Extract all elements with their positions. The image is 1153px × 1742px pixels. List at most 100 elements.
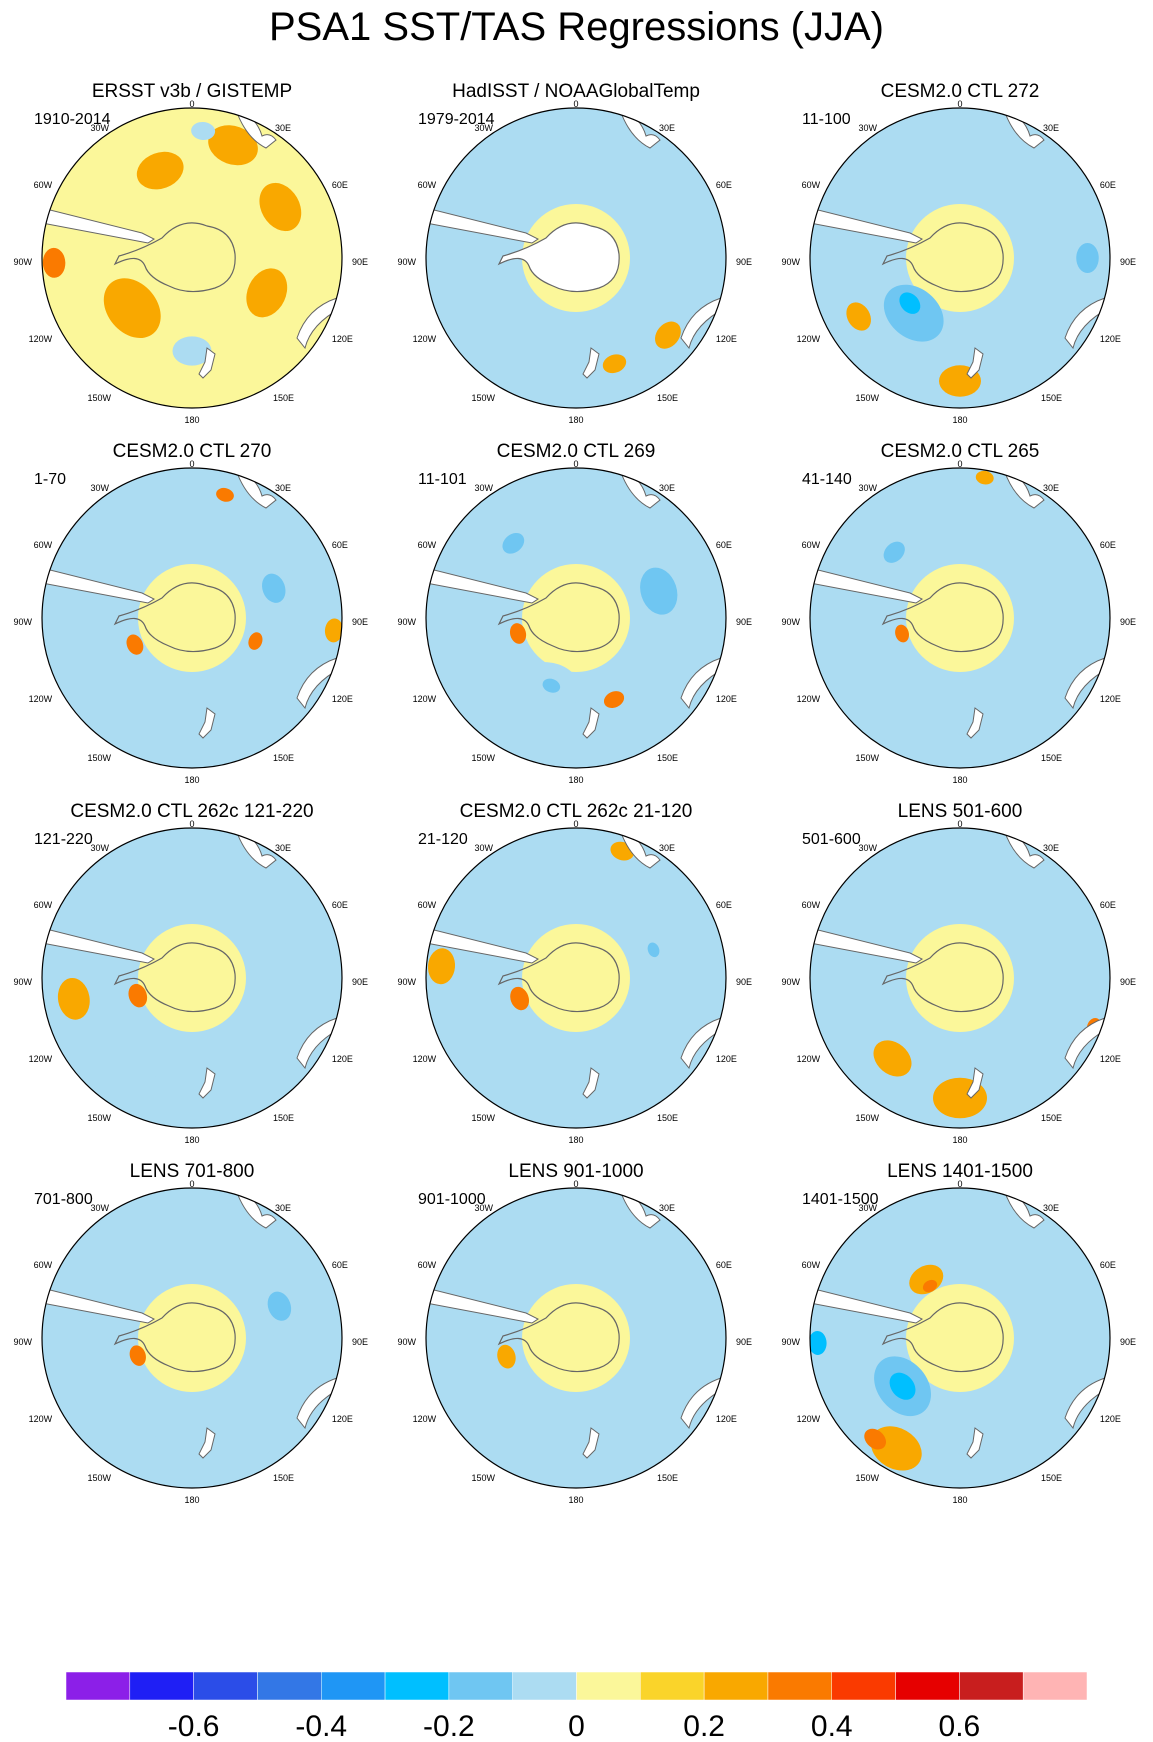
anomaly-patch	[57, 977, 90, 1020]
longitude-label: 30W	[474, 123, 493, 133]
longitude-label: 60E	[1100, 180, 1116, 190]
south-america-coastline	[810, 927, 923, 964]
longitude-label: 30W	[474, 843, 493, 853]
south-america-coastline	[42, 927, 155, 964]
map-panel: 0 30E 60E 90E 120E 150E 180 150W 120W 90W 60W 30W CE…	[768, 440, 1152, 835]
colorbar-swatch	[257, 1671, 322, 1701]
longitude-label: 90E	[736, 257, 752, 267]
colorbar-swatch	[1022, 1671, 1088, 1701]
longitude-label: 150E	[657, 393, 678, 403]
map-panel: 0 30E 60E 90E 120E 150E 180 150W 120W 90W 60W 30W CE…	[384, 800, 768, 1195]
longitude-label: 0	[573, 819, 578, 829]
colorbar: -0.6 -0.4 -0.2 0 0.2 0.4 0.6	[65, 1671, 1088, 1742]
longitude-label: 150E	[273, 393, 294, 403]
longitude-label: 120E	[332, 1054, 353, 1064]
polar-ring-field	[138, 924, 246, 1032]
new-zealand-coastline	[582, 347, 600, 379]
longitude-label: 120W	[413, 694, 437, 704]
new-zealand-coastline	[966, 347, 984, 379]
panel-period: 501-600	[802, 831, 861, 848]
longitude-label: 90W	[13, 257, 32, 267]
map-boundary	[809, 107, 1111, 409]
map-boundary	[41, 467, 343, 769]
polar-ring-field	[906, 924, 1014, 1032]
longitude-label: 30E	[659, 843, 675, 853]
map-panel: 0 30E 60E 90E 120E 150E 180 150W 120W 90W 60W 30W CE…	[0, 800, 384, 1195]
colorbar-swatch	[65, 1671, 131, 1701]
map-panel: 0 30E 60E 90E 120E 150E 180 150W 120W 90W 60W 30W LE…	[384, 1160, 768, 1555]
anomaly-patch	[647, 942, 660, 958]
south-america-coastline	[426, 927, 539, 964]
anomaly-patch	[262, 573, 286, 603]
antarctica-coastline	[497, 1302, 620, 1373]
colorbar-swatch	[129, 1671, 194, 1701]
map-boundary	[809, 827, 1111, 1129]
longitude-label: 150W	[855, 1113, 879, 1123]
longitude-label: 30W	[858, 1203, 877, 1213]
longitude-label: 30W	[858, 123, 877, 133]
longitude-label: 150E	[273, 753, 294, 763]
longitude-label: 90W	[781, 977, 800, 987]
longitude-label: 120W	[29, 334, 53, 344]
anomaly-patch	[603, 691, 625, 708]
longitude-label: 180	[952, 1135, 967, 1145]
map-panel: 0 30E 60E 90E 120E 150E 180 150W 120W 90W 60W 30W LE…	[0, 1160, 384, 1555]
longitude-label: 30W	[858, 843, 877, 853]
longitude-label: 150W	[87, 753, 111, 763]
longitude-label: 90E	[736, 977, 752, 987]
anomaly-patch	[253, 933, 291, 981]
longitude-label: 0	[573, 1179, 578, 1189]
colorbar-swatch	[767, 1671, 832, 1701]
longitude-label: 90W	[781, 617, 800, 627]
map-panel: 0 30E 60E 90E 120E 150E 180 150W 120W 90W 60W 30W LE…	[768, 1160, 1152, 1555]
polar-ring-field	[522, 564, 630, 672]
anomaly-patch	[604, 171, 654, 219]
anomaly-patch	[899, 292, 921, 314]
panel-period: 41-140	[802, 471, 852, 488]
map-panel: 0 30E 60E 90E 120E 150E 180 150W 120W 90W 60W 30W CE…	[768, 80, 1152, 475]
longitude-label: 60W	[802, 900, 821, 910]
longitude-label: 60W	[802, 540, 821, 550]
map-panel: 0 30E 60E 90E 120E 150E 180 150W 120W 90W 60W 30W LE…	[768, 800, 1152, 1195]
colorbar-tick-label: 0	[568, 1710, 585, 1742]
longitude-label: 150E	[1041, 753, 1062, 763]
longitude-label: 30E	[275, 123, 291, 133]
anomaly-patch	[103, 278, 161, 339]
anomaly-patch	[922, 1279, 938, 1293]
south-america-coastline	[426, 567, 539, 604]
longitude-label: 90E	[352, 617, 368, 627]
longitude-label: 120E	[716, 334, 737, 344]
anomaly-patch	[216, 487, 234, 502]
polar-map: 0 30E 60E 90E 120E 150E 180 150W 120W 90W 60W 30W	[397, 819, 752, 1145]
anomaly-patch	[810, 1330, 827, 1355]
polar-map: 0 30E 60E 90E 120E 150E 180 150W 120W 90W 60W 30W	[781, 99, 1136, 425]
longitude-label: 60W	[802, 1260, 821, 1270]
longitude-label: 60W	[418, 1260, 437, 1270]
longitude-label: 120W	[797, 334, 821, 344]
map-boundary	[809, 1187, 1111, 1489]
new-zealand-coastline	[582, 1427, 600, 1459]
panel-period: 1401-1500	[802, 1191, 879, 1208]
colorbar-swatch	[193, 1671, 258, 1701]
longitude-label: 30E	[275, 483, 291, 493]
anomaly-patch	[1023, 174, 1078, 237]
longitude-label: 30E	[1043, 1203, 1059, 1213]
anomaly-patch	[427, 948, 456, 985]
longitude-label: 180	[184, 415, 199, 425]
longitude-label: 30W	[90, 123, 109, 133]
south-america-coastline	[426, 207, 539, 244]
anomaly-patch	[530, 146, 591, 193]
longitude-label: 150W	[855, 753, 879, 763]
longitude-label: 30E	[659, 1203, 675, 1213]
longitude-label: 150E	[273, 1473, 294, 1483]
south-america-coastline	[42, 207, 155, 244]
south-america-coastline	[426, 1287, 539, 1324]
map-boundary	[425, 1187, 727, 1489]
longitude-label: 120W	[29, 1054, 53, 1064]
new-zealand-coastline	[966, 707, 984, 739]
colorbar-swatch	[384, 1671, 450, 1701]
panel-period: 1-70	[34, 471, 67, 488]
antarctica-coastline	[497, 942, 620, 1013]
colorbar-swatch	[959, 1671, 1024, 1701]
longitude-label: 120W	[797, 1054, 821, 1064]
